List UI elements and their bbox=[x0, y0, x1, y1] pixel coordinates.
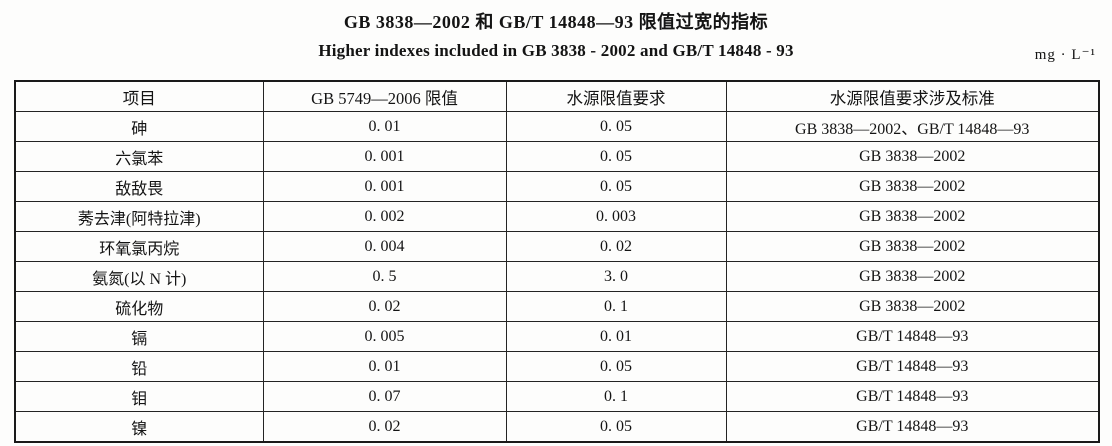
standard-ref-cell: GB/T 14848—93 bbox=[725, 381, 1100, 412]
source-limit-cell: 0. 05 bbox=[505, 141, 727, 172]
table-row: 镍 0. 02 0. 05 GB/T 14848—93 bbox=[14, 411, 1100, 443]
column-header: 水源限值要求 bbox=[505, 80, 727, 112]
item-name-cell: 镍 bbox=[14, 411, 264, 443]
gb5749-limit-cell: 0. 001 bbox=[262, 171, 507, 202]
table-row: 莠去津(阿特拉津) 0. 002 0. 003 GB 3838—2002 bbox=[14, 201, 1100, 232]
item-name-cell: 硫化物 bbox=[14, 291, 264, 322]
table-row: 硫化物 0. 02 0. 1 GB 3838—2002 bbox=[14, 291, 1100, 322]
standard-ref-cell: GB/T 14848—93 bbox=[725, 411, 1100, 443]
source-limit-cell: 0. 003 bbox=[505, 201, 727, 232]
item-name-cell: 钼 bbox=[14, 381, 264, 412]
source-limit-cell: 0. 02 bbox=[505, 231, 727, 262]
table-header-row: 项目 GB 5749—2006 限值 水源限值要求 水源限值要求涉及标准 bbox=[14, 80, 1100, 112]
source-limit-cell: 3. 0 bbox=[505, 261, 727, 292]
item-name-cell: 氨氮(以 N 计) bbox=[14, 261, 264, 292]
column-header: 水源限值要求涉及标准 bbox=[725, 80, 1100, 112]
source-limit-cell: 0. 1 bbox=[505, 381, 727, 412]
table-row: 砷 0. 01 0. 05 GB 3838—2002、GB/T 14848—93 bbox=[14, 111, 1100, 142]
source-limit-cell: 0. 01 bbox=[505, 321, 727, 352]
gb5749-limit-cell: 0. 01 bbox=[262, 111, 507, 142]
standard-ref-cell: GB 3838—2002、GB/T 14848—93 bbox=[725, 111, 1100, 142]
table-row: 氨氮(以 N 计) 0. 5 3. 0 GB 3838—2002 bbox=[14, 261, 1100, 292]
table-title-chinese: GB 3838—2002 和 GB/T 14848—93 限值过宽的指标 bbox=[343, 12, 769, 32]
gb5749-limit-cell: 0. 001 bbox=[262, 141, 507, 172]
standard-ref-cell: GB 3838—2002 bbox=[725, 261, 1100, 292]
table-row: 镉 0. 005 0. 01 GB/T 14848—93 bbox=[14, 321, 1100, 352]
gb5749-limit-cell: 0. 005 bbox=[262, 321, 507, 352]
gb5749-limit-cell: 0. 02 bbox=[262, 411, 507, 443]
source-limit-cell: 0. 05 bbox=[505, 111, 727, 142]
standard-ref-cell: GB 3838—2002 bbox=[725, 231, 1100, 262]
column-header: GB 5749—2006 限值 bbox=[262, 80, 507, 112]
gb5749-limit-cell: 0. 02 bbox=[262, 291, 507, 322]
source-limit-cell: 0. 05 bbox=[505, 411, 727, 443]
table-row: 六氯苯 0. 001 0. 05 GB 3838—2002 bbox=[14, 141, 1100, 172]
item-name-cell: 砷 bbox=[14, 111, 264, 142]
table-row: 铅 0. 01 0. 05 GB/T 14848—93 bbox=[14, 351, 1100, 382]
standard-ref-cell: GB 3838—2002 bbox=[725, 141, 1100, 172]
gb5749-limit-cell: 0. 004 bbox=[262, 231, 507, 262]
standard-ref-cell: GB/T 14848—93 bbox=[725, 351, 1100, 382]
table-row: 钼 0. 07 0. 1 GB/T 14848—93 bbox=[14, 381, 1100, 412]
gb5749-limit-cell: 0. 002 bbox=[262, 201, 507, 232]
table-title-english: Higher indexes included in GB 3838 - 200… bbox=[318, 41, 794, 60]
item-name-cell: 六氯苯 bbox=[14, 141, 264, 172]
item-name-cell: 镉 bbox=[14, 321, 264, 352]
gb5749-limit-cell: 0. 01 bbox=[262, 351, 507, 382]
source-limit-cell: 0. 05 bbox=[505, 351, 727, 382]
table-row: 环氧氯丙烷 0. 004 0. 02 GB 3838—2002 bbox=[14, 231, 1100, 262]
source-limit-cell: 0. 1 bbox=[505, 291, 727, 322]
standard-ref-cell: GB 3838—2002 bbox=[725, 201, 1100, 232]
standard-ref-cell: GB 3838—2002 bbox=[725, 291, 1100, 322]
gb5749-limit-cell: 0. 5 bbox=[262, 261, 507, 292]
standards-comparison-table: 项目 GB 5749—2006 限值 水源限值要求 水源限值要求涉及标准 砷 0. 01… bbox=[14, 80, 1100, 443]
standard-ref-cell: GB 3838—2002 bbox=[725, 171, 1100, 202]
standard-ref-cell: GB/T 14848—93 bbox=[725, 321, 1100, 352]
unit-label: mg · L⁻¹ bbox=[1034, 47, 1096, 63]
item-name-cell: 环氧氯丙烷 bbox=[14, 231, 264, 262]
source-limit-cell: 0. 05 bbox=[505, 171, 727, 202]
item-name-cell: 敌敌畏 bbox=[14, 171, 264, 202]
item-name-cell: 铅 bbox=[14, 351, 264, 382]
gb5749-limit-cell: 0. 07 bbox=[262, 381, 507, 412]
table-row: 敌敌畏 0. 001 0. 05 GB 3838—2002 bbox=[14, 171, 1100, 202]
column-header: 项目 bbox=[14, 80, 264, 112]
item-name-cell: 莠去津(阿特拉津) bbox=[14, 201, 264, 232]
